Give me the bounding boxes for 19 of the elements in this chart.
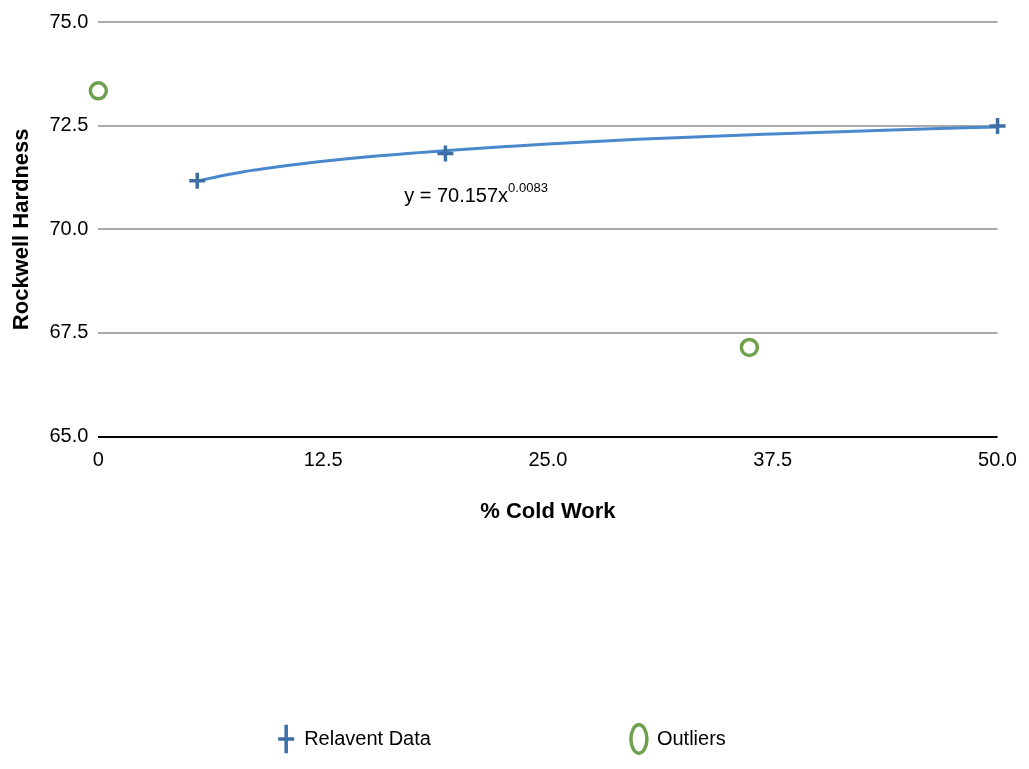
point — [435, 143, 456, 164]
y-tick-label: 75.0 — [49, 9, 89, 32]
legend-label: Relavent Data — [304, 726, 432, 749]
y-tick-label: 72.5 — [49, 113, 89, 136]
x-tick-label: 25.0 — [528, 448, 568, 471]
x-tick-label: 12.5 — [303, 448, 343, 471]
x-tick-label: 0 — [92, 448, 104, 471]
point — [88, 81, 109, 101]
legend-label: Outliers — [656, 726, 726, 749]
x-tick-label: 37.5 — [753, 448, 793, 471]
y-tick-label: 65.0 — [49, 424, 89, 447]
point — [987, 116, 1008, 136]
x-tick-label: 50.0 — [978, 448, 1018, 471]
x-axis-title: % Cold Work — [480, 497, 617, 523]
y-tick-label: 67.5 — [49, 320, 89, 343]
y-tick-label: 70.0 — [49, 216, 89, 239]
point — [739, 337, 760, 358]
point — [187, 171, 207, 191]
y-axis-title: Rockwell Hardness — [8, 128, 34, 331]
